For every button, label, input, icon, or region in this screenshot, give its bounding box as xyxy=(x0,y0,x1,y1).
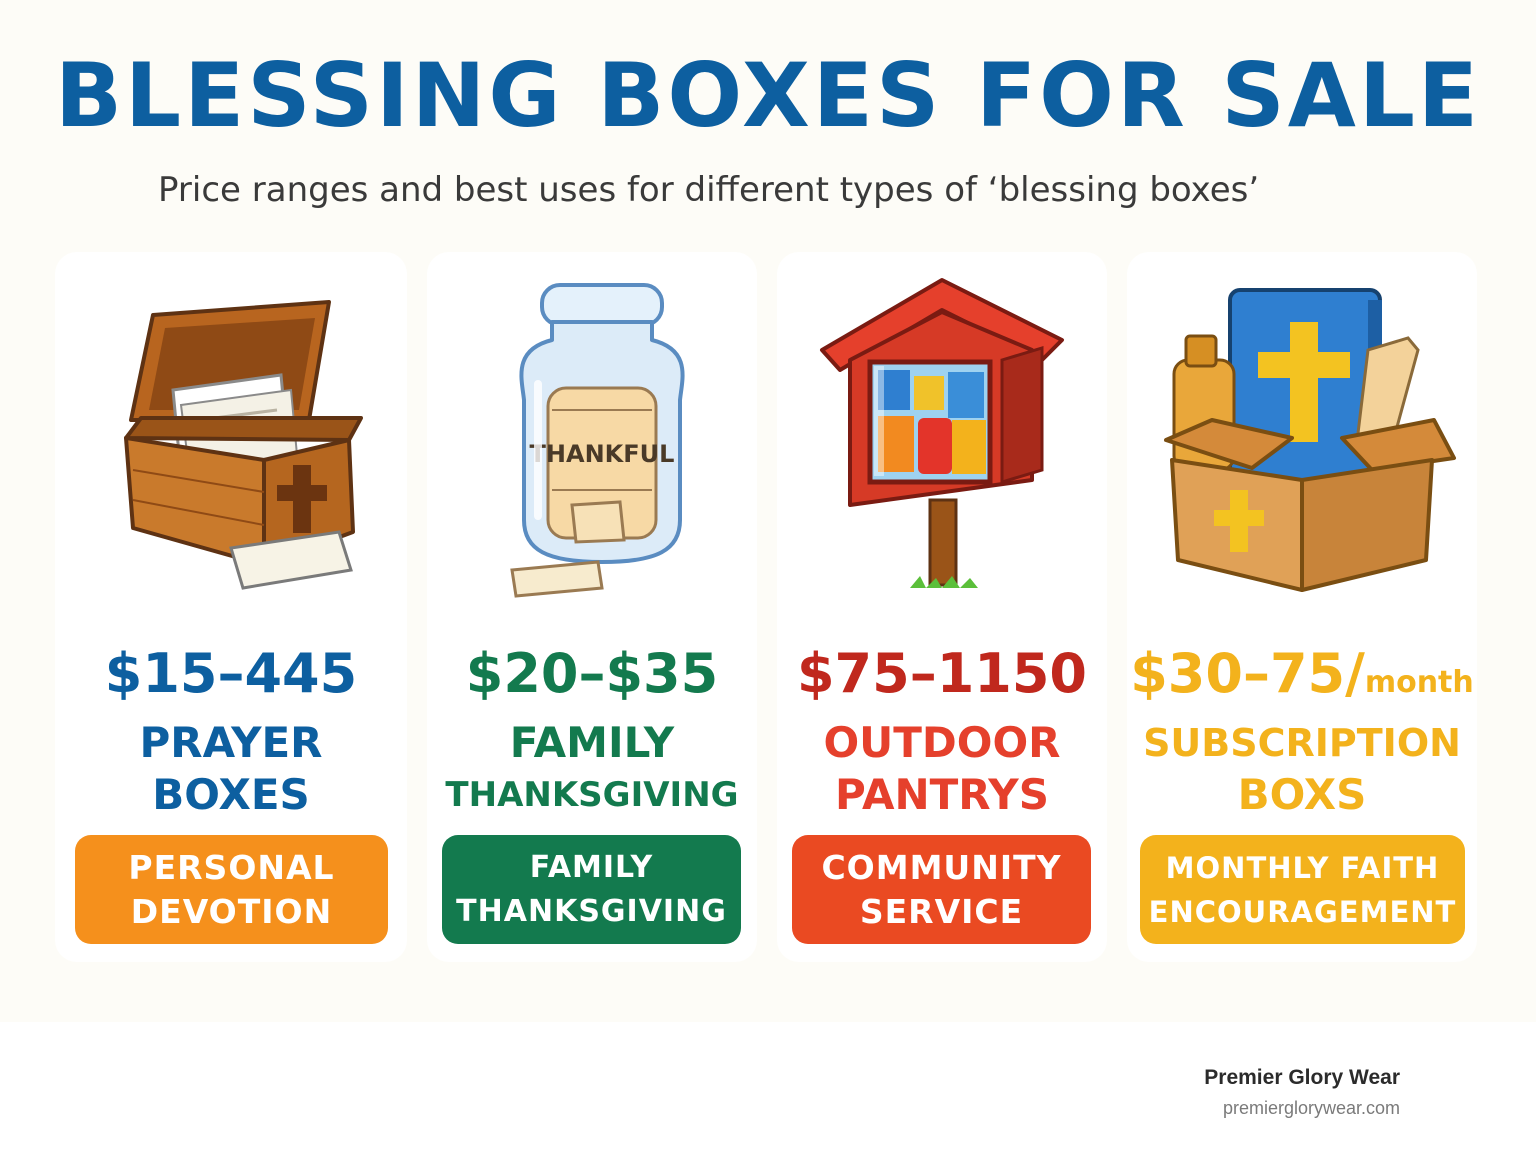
type-family-thanksgiving: FAMILY THANKSGIVING xyxy=(427,717,757,821)
card-outdoor-pantrys: $75–1150 OUTDOOR PANTRYS COMMUNITY SERVI… xyxy=(777,252,1107,962)
use-line-1: COMMUNITY xyxy=(821,847,1062,887)
type-line-2: PANTRYS xyxy=(835,770,1049,819)
thankful-jar-icon: THANKFUL xyxy=(427,270,757,610)
lower-band xyxy=(0,1022,1536,1154)
use-line-2: THANKSGIVING xyxy=(456,893,727,929)
use-badge-community-service: COMMUNITY SERVICE xyxy=(792,835,1091,944)
type-line-2: THANKSGIVING xyxy=(445,775,739,815)
page-subtitle: Price ranges and best uses for different… xyxy=(158,170,1260,210)
card-family-thanksgiving: THANKFUL $20–$35 FAMILY THANKSGIVING FAM… xyxy=(427,252,757,962)
card-prayer-boxes: $15–445 PRAYER BOXES PERSONAL DEVOTION xyxy=(55,252,407,962)
price-prayer-boxes: $15–445 xyxy=(55,647,407,701)
card-subscription-boxs: $30–75/month SUBSCRIPTION BOXS MONTHLY F… xyxy=(1127,252,1477,962)
use-badge-monthly-faith-encouragement: MONTHLY FAITH ENCOURAGEMENT xyxy=(1140,835,1465,944)
brand-footer: Premier Glory Wear premierglorywear.com xyxy=(1204,1066,1400,1119)
outdoor-pantry-icon xyxy=(777,270,1107,610)
price-value: $75–1150 xyxy=(796,642,1087,705)
use-line-1: PERSONAL xyxy=(128,847,335,887)
price-value: $20–$35 xyxy=(465,642,719,705)
price-value: $15–445 xyxy=(104,642,358,705)
price-outdoor-pantrys: $75–1150 xyxy=(777,647,1107,701)
brand-url: premierglorywear.com xyxy=(1222,1098,1400,1118)
page-title: BLESSING BOXES FOR SALE xyxy=(54,44,1482,147)
type-prayer-boxes: PRAYER BOXES xyxy=(55,717,407,821)
price-subscription-boxs: $30–75/month xyxy=(1127,647,1477,701)
subscription-box-icon xyxy=(1127,270,1477,610)
use-line-1: FAMILY xyxy=(529,849,654,885)
wooden-prayer-box-icon xyxy=(55,270,407,610)
type-line-1: OUTDOOR xyxy=(823,718,1061,767)
type-line-2: BOXS xyxy=(1237,770,1367,819)
type-outdoor-pantrys: OUTDOOR PANTRYS xyxy=(777,717,1107,821)
type-line-1: FAMILY xyxy=(509,718,675,767)
type-line-2: BOXES xyxy=(152,770,310,819)
use-badge-family-thanksgiving: FAMILY THANKSGIVING xyxy=(442,835,741,944)
jar-label: THANKFUL xyxy=(530,440,675,468)
use-line-1: MONTHLY FAITH xyxy=(1165,850,1440,885)
price-value: $30–75/ xyxy=(1130,642,1365,705)
type-line-1: SUBSCRIPTION xyxy=(1143,721,1461,765)
price-unit: month xyxy=(1364,665,1474,700)
brand-name: Premier Glory Wear xyxy=(1204,1066,1400,1089)
use-line-2: SERVICE xyxy=(859,891,1024,931)
price-family-thanksgiving: $20–$35 xyxy=(427,647,757,701)
use-badge-personal-devotion: PERSONAL DEVOTION xyxy=(75,835,388,944)
type-line-1: PRAYER xyxy=(139,718,323,767)
use-line-2: ENCOURAGEMENT xyxy=(1148,894,1457,929)
type-subscription-boxs: SUBSCRIPTION BOXS xyxy=(1127,717,1477,821)
use-line-2: DEVOTION xyxy=(130,891,333,931)
